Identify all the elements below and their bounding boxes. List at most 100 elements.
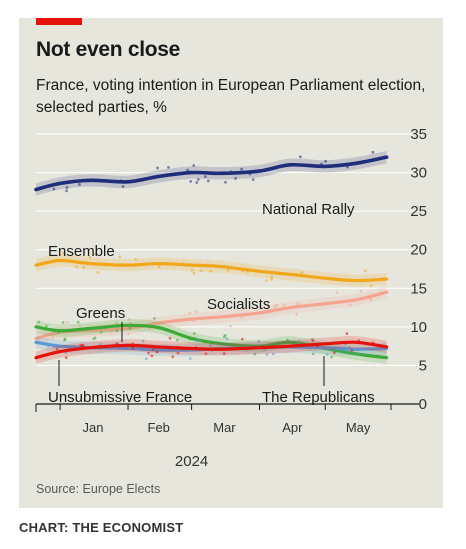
y-tick-label: 0 xyxy=(419,396,427,413)
poll-dot xyxy=(300,271,304,275)
poll-dot xyxy=(282,303,286,307)
poll-dot xyxy=(204,352,208,356)
poll-dot xyxy=(251,178,255,181)
poll-dot xyxy=(55,347,59,351)
poll-dot xyxy=(63,337,67,341)
poll-dot xyxy=(348,303,352,307)
poll-dot xyxy=(195,339,199,342)
poll-dot xyxy=(186,168,190,172)
poll-dot xyxy=(196,178,200,181)
poll-dot xyxy=(62,251,66,254)
poll-dot xyxy=(128,326,132,330)
poll-dot xyxy=(78,183,81,186)
poll-dot xyxy=(168,336,172,340)
poll-dot xyxy=(350,348,354,352)
x-tick-label: Mar xyxy=(213,420,236,435)
series-line xyxy=(34,290,389,341)
poll-dot xyxy=(330,355,334,359)
y-tick-label: 20 xyxy=(410,242,427,259)
poll-dot xyxy=(192,164,196,167)
poll-dot xyxy=(189,180,193,183)
poll-dot xyxy=(157,265,161,269)
poll-dot xyxy=(333,351,336,355)
poll-dot xyxy=(273,305,277,309)
poll-dot xyxy=(275,303,278,307)
y-tick-label: 10 xyxy=(410,319,427,336)
series-label: Socialists xyxy=(207,296,270,313)
poll-dot xyxy=(226,268,230,272)
poll-dot xyxy=(198,338,202,342)
poll-dot xyxy=(270,277,274,281)
poll-dot xyxy=(240,337,244,341)
poll-dot xyxy=(203,175,207,179)
poll-dot xyxy=(209,269,213,273)
poll-dot xyxy=(270,275,273,279)
series-label: Greens xyxy=(76,305,125,322)
poll-dot xyxy=(371,150,375,154)
accent-tag xyxy=(36,18,82,25)
series-label: National Rally xyxy=(262,201,355,218)
poll-dot xyxy=(78,324,82,328)
poll-dot xyxy=(253,352,257,356)
poll-dot xyxy=(176,351,180,355)
poll-dot xyxy=(51,335,55,339)
poll-dot xyxy=(285,338,289,342)
poll-dot xyxy=(296,302,300,306)
poll-dot xyxy=(64,356,68,360)
poll-dot xyxy=(171,355,175,359)
poll-dot xyxy=(345,332,349,336)
poll-dot xyxy=(134,257,138,261)
series-label: Ensemble xyxy=(48,243,115,260)
poll-dot xyxy=(266,302,269,306)
chart-credit: CHART: THE ECONOMIST xyxy=(19,520,184,535)
poll-dot xyxy=(65,321,69,324)
poll-dot xyxy=(44,324,48,328)
poll-dot xyxy=(229,324,232,328)
poll-dot xyxy=(199,269,203,273)
poll-dot xyxy=(141,339,145,343)
chart-panel: Not even close France, voting intention … xyxy=(19,18,443,508)
poll-dot xyxy=(52,187,56,191)
poll-dot xyxy=(94,252,98,255)
poll-dot xyxy=(194,310,198,314)
poll-dot xyxy=(75,265,78,268)
poll-dot xyxy=(271,352,275,356)
poll-dot xyxy=(195,181,199,184)
y-tick-label: 15 xyxy=(410,280,427,297)
poll-dot xyxy=(118,255,122,259)
poll-dot xyxy=(209,343,212,347)
poll-dot xyxy=(176,338,179,342)
y-tick-label: 35 xyxy=(410,126,427,143)
poll-dot xyxy=(151,348,155,352)
y-tick-label: 5 xyxy=(419,357,427,374)
poll-dot xyxy=(257,339,261,343)
poll-dot xyxy=(206,179,210,183)
poll-dot xyxy=(131,346,135,350)
poll-dot xyxy=(99,330,103,334)
poll-dot xyxy=(335,291,339,295)
poll-dot xyxy=(82,266,86,269)
poll-dot xyxy=(222,352,226,355)
chart-subtitle: France, voting intention in European Par… xyxy=(36,77,426,116)
poll-dot xyxy=(115,329,119,333)
poll-dot xyxy=(167,165,170,169)
poll-dot xyxy=(224,180,227,184)
y-tick-label: 30 xyxy=(410,165,427,182)
poll-dot xyxy=(359,289,363,293)
poll-dot xyxy=(223,333,227,337)
poll-dot xyxy=(61,321,65,324)
poll-dot xyxy=(265,353,269,356)
poll-dot xyxy=(225,337,229,341)
poll-dot xyxy=(192,271,196,275)
poll-dot xyxy=(156,166,160,170)
poll-dot xyxy=(121,185,125,188)
poll-dot xyxy=(311,338,315,342)
poll-dot xyxy=(37,320,41,324)
y-tick-label: 25 xyxy=(410,203,427,220)
poll-dot xyxy=(369,298,373,301)
poll-dot xyxy=(127,332,130,336)
poll-dot xyxy=(96,271,100,274)
poll-dot xyxy=(298,155,302,159)
poll-dot xyxy=(240,167,244,171)
x-axis-label: 2024 xyxy=(175,453,208,470)
